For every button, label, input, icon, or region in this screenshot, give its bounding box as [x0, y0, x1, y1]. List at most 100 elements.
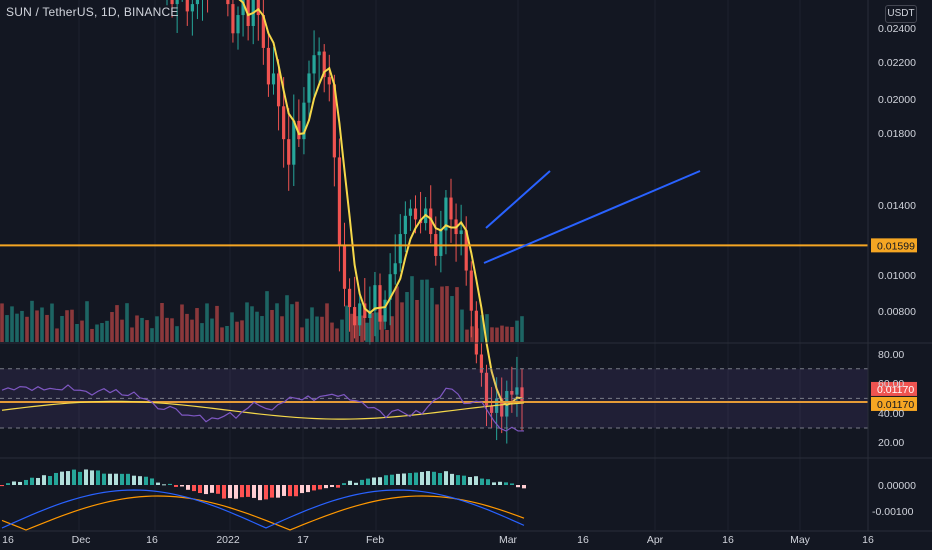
macd-histogram-bar — [432, 471, 436, 485]
macd-histogram-bar — [480, 478, 484, 485]
volume-bar — [325, 303, 329, 342]
symbol-title[interactable]: SUN / TetherUS, 1D, BINANCE — [6, 5, 179, 19]
candle-body — [484, 372, 489, 406]
candle-body — [317, 51, 321, 56]
macd-histogram-bar — [180, 485, 184, 487]
volume-bar — [175, 326, 179, 342]
candle-body — [510, 391, 514, 395]
macd-histogram-bar — [6, 483, 10, 485]
macd-histogram-bar — [12, 481, 16, 485]
volume-bar — [30, 300, 34, 342]
candle-body — [383, 299, 387, 322]
volume-bar — [165, 317, 169, 342]
macd-histogram-bar — [288, 485, 292, 497]
volume-bar — [10, 306, 14, 342]
volume-bar — [150, 328, 154, 342]
time-axis-label: 16 — [146, 534, 158, 546]
volume-bar — [315, 316, 319, 342]
price-axis-label: 0.01400 — [878, 200, 916, 212]
volume-bar — [415, 299, 419, 342]
level-price-tag-label: 0.01170 — [877, 399, 914, 411]
time-axis-label: 16 — [2, 534, 14, 546]
volume-bar — [350, 313, 354, 342]
macd-histogram-bar — [402, 473, 406, 485]
time-axis-label: 2022 — [216, 534, 240, 546]
trendlines[interactable] — [483, 170, 701, 264]
volume-bar — [455, 287, 459, 342]
candle-body — [459, 230, 463, 235]
macd-histogram-bar — [42, 475, 46, 485]
candle-body — [444, 197, 448, 231]
rsi-axis-label: 20.00 — [878, 437, 904, 449]
volume-bar — [120, 319, 124, 342]
volume-bar — [220, 327, 224, 342]
macd-axis-label: -0.00100 — [872, 506, 914, 518]
volume-bar — [405, 292, 409, 342]
candle-body — [226, 0, 230, 5]
candle-body — [353, 307, 357, 326]
volume-bar — [505, 326, 509, 342]
macd-histogram-bar — [372, 477, 376, 485]
volume-bar — [375, 312, 379, 342]
macd-histogram-bar — [210, 485, 214, 493]
candle-body — [403, 215, 407, 235]
macd-histogram-bar — [0, 485, 4, 487]
volume-bar — [75, 323, 79, 342]
macd-histogram-bar — [198, 485, 202, 494]
volume-bar — [0, 303, 4, 342]
candle-body — [195, 0, 200, 5]
volume-bar — [215, 305, 219, 342]
macd-histogram-bar — [30, 477, 34, 485]
macd-histogram-bar — [90, 470, 94, 485]
volume-bar — [490, 327, 494, 342]
current-price-tag-label: 0.01170 — [877, 384, 914, 396]
volume-bar — [510, 326, 514, 342]
candle-body — [241, 0, 245, 16]
volume-bar — [225, 325, 229, 342]
price-axis-label: 0.01000 — [878, 270, 916, 282]
candle-body — [439, 230, 443, 256]
volume-bar — [40, 307, 44, 342]
volume-bar — [465, 329, 469, 342]
volume-bar — [320, 316, 324, 342]
time-axis[interactable]: 16 Dec 16 2022 17 Feb Mar 16 Apr 16 May 16 — [2, 534, 874, 546]
candles[interactable] — [94, 0, 524, 444]
volume-bar — [355, 316, 359, 342]
currency-badge[interactable]: USDT — [885, 5, 917, 23]
price-axis-label: 0.02200 — [878, 57, 916, 69]
volume-bar — [370, 312, 374, 342]
volume-bar — [25, 316, 29, 342]
volume-bar — [290, 304, 294, 342]
volume-bar — [195, 308, 199, 342]
macd-histogram-bar — [84, 469, 88, 485]
macd-histogram-bar — [24, 479, 28, 485]
volume-bar — [35, 310, 39, 342]
macd-pane — [0, 469, 526, 531]
volume-bar — [470, 326, 474, 342]
macd-histogram-bar — [348, 480, 352, 485]
rsi-axis-label: 60.00 — [878, 378, 904, 390]
volume-bar — [420, 279, 424, 342]
macd-histogram-bar — [234, 485, 238, 499]
volume-bar — [50, 303, 54, 342]
candle-body — [256, 0, 260, 16]
macd-histogram-bar — [138, 476, 142, 485]
price-axis-label: 0.01800 — [878, 128, 916, 140]
volume-bar — [245, 302, 249, 342]
volume-bar — [395, 286, 399, 342]
macd-histogram-bar — [342, 483, 346, 485]
pane-separators[interactable] — [0, 0, 932, 532]
macd-histogram-bar — [354, 482, 358, 485]
candle-body — [373, 285, 377, 311]
macd-histogram-bar — [510, 483, 514, 485]
candle-body — [489, 405, 494, 413]
grid — [78, 0, 801, 530]
candle-body — [170, 0, 174, 5]
volume-bar — [185, 313, 189, 342]
volume-bar — [285, 295, 289, 342]
rsi-axis-label: 80.00 — [878, 349, 904, 361]
price-axis[interactable]: 0.02400 0.02200 0.02000 0.01800 0.01400 0.010… — [871, 23, 917, 518]
macd-histogram-bar — [48, 476, 52, 485]
candle-body — [368, 310, 372, 318]
